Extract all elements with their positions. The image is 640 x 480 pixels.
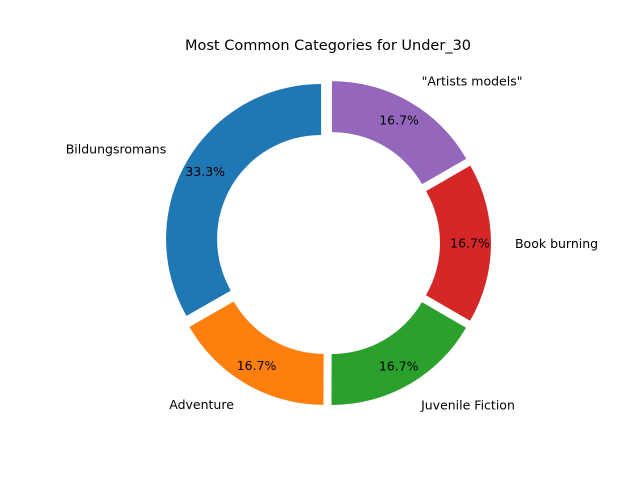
percent-label-5: 16.7% — [379, 113, 419, 128]
chart-title: Most Common Categories for Under_30 — [185, 38, 471, 54]
slice-1 — [166, 83, 322, 316]
percent-label-3: 16.7% — [379, 359, 419, 374]
slice-2 — [189, 301, 324, 405]
category-label-5: "Artists models" — [422, 74, 523, 89]
category-label-2: Adventure — [169, 397, 234, 412]
slice-4 — [425, 165, 491, 321]
slice-3 — [331, 302, 467, 405]
percent-label-2: 16.7% — [237, 358, 277, 373]
slice-5 — [332, 81, 467, 185]
category-label-3: Juvenile Fiction — [420, 398, 515, 413]
category-label-1: Bildungsromans — [66, 142, 167, 157]
percent-label-4: 16.7% — [450, 236, 490, 251]
category-label-4: Book burning — [515, 236, 598, 251]
slices-group — [166, 81, 491, 405]
labels-group: Bildungsromans 33.3% Adventure 16.7% Juvenil… — [66, 74, 598, 413]
percent-label-1: 33.3% — [185, 164, 225, 179]
